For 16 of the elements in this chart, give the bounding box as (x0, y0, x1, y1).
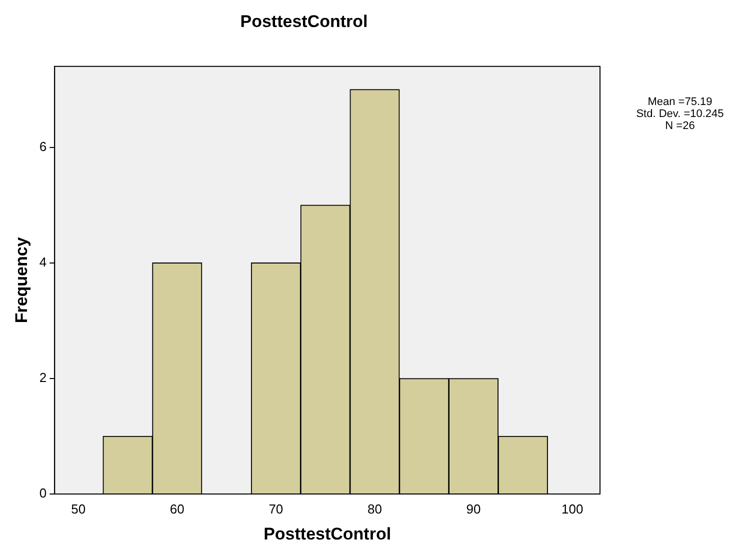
y-axis-title: Frequency (12, 236, 31, 324)
y-tick-label: 2 (39, 370, 47, 386)
text: Mean =75.19 (646, 96, 714, 108)
text: Std. Dev. =10.245 (635, 108, 725, 120)
x-tick-label: 80 (368, 501, 382, 516)
y-tick-label: 6 (39, 138, 47, 154)
y-tick-label: 0 (39, 486, 47, 501)
text: N =26 (664, 120, 696, 132)
chart-title: PosttestControl (240, 12, 368, 31)
x-axis-title: PosttestControl (264, 524, 392, 544)
y-tick-label: 4 (39, 254, 47, 270)
x-tick-label: 60 (170, 501, 184, 516)
x-tick-label: 100 (561, 501, 584, 516)
x-tick-label: 90 (466, 501, 481, 516)
x-tick-label: 70 (268, 501, 284, 516)
x-tick-label: 50 (71, 501, 86, 516)
